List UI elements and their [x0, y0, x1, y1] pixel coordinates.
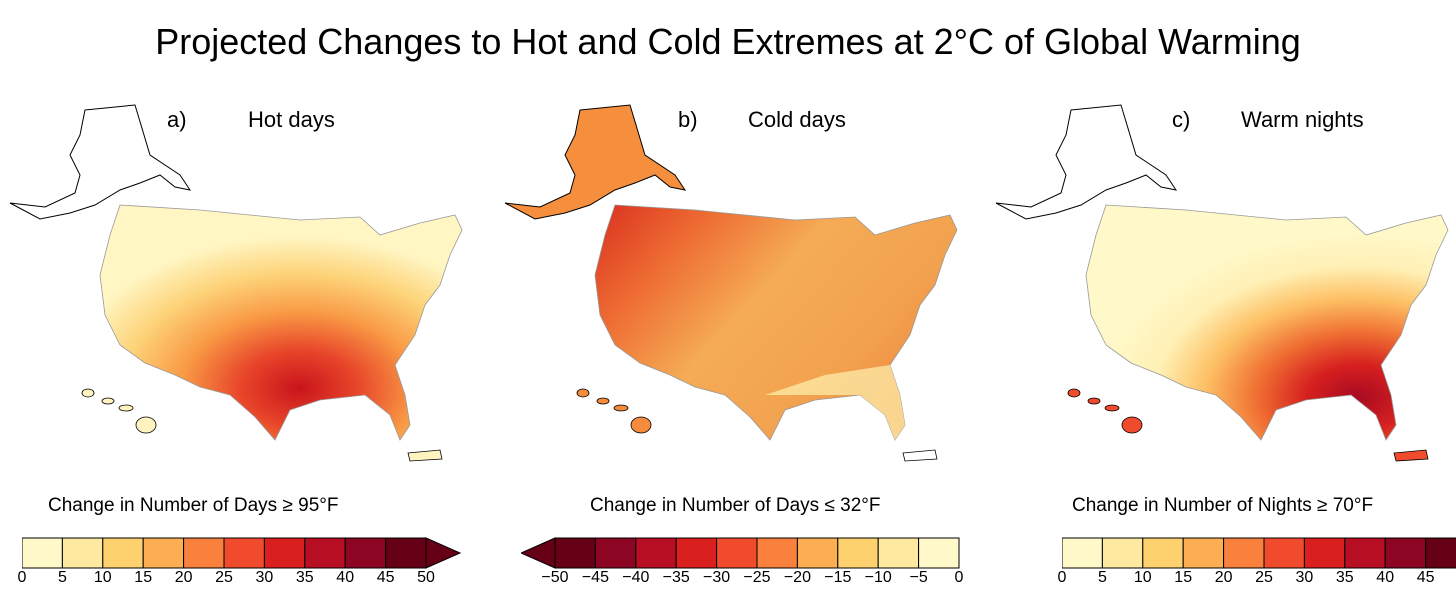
conus-shape: [594, 204, 958, 441]
colorbar-arrow: [425, 537, 462, 569]
colorbar-segment: [918, 537, 960, 569]
conus-shape: [1085, 204, 1449, 441]
colorbar-tick-label: 35: [1335, 569, 1354, 586]
colorbar-tick-label: −25: [743, 569, 771, 586]
colorbar-segment: [1223, 537, 1265, 569]
colorbar-segment: [594, 537, 637, 569]
colorbar-segment: [61, 537, 104, 569]
colorbar-ticks: −50 −45 −40 −35 −30 −25 −20 −15 −10 −5 0: [521, 569, 964, 589]
colorbar-segment: [756, 537, 798, 569]
colorbar-cold-days: [521, 537, 960, 569]
panel-cold-days: b) Cold days Change in Number of Days ≤ …: [495, 95, 975, 595]
colorbar-tick-label: 15: [134, 569, 153, 586]
colorbar-tick-label: 0: [1057, 569, 1067, 586]
colorbar-tick-label: −45: [581, 569, 609, 586]
map-hot-days: [9, 104, 463, 462]
colorbar-segment: [1142, 537, 1184, 569]
map-cold-days: [504, 104, 958, 462]
colorbar-tick-label: 0: [954, 569, 964, 586]
panel-letter: b): [678, 107, 698, 132]
colorbar-segment: [837, 537, 879, 569]
colorbar-tick-label: 0: [17, 569, 27, 586]
puerto-rico-shape: [407, 449, 443, 462]
alaska-shape: [995, 104, 1178, 220]
colorbar-segment: [142, 537, 185, 569]
puerto-rico-shape: [1393, 449, 1429, 462]
colorbar-tick-label: 50: [417, 569, 435, 586]
colorbar-segment: [263, 537, 306, 569]
colorbar-tick-label: 5: [1097, 569, 1107, 586]
colorbar-tick-label: −15: [824, 569, 852, 586]
colorbar-tick-label: 5: [57, 569, 67, 586]
panel-name: Hot days: [248, 107, 335, 132]
colorbar-tick-label: 30: [255, 569, 274, 586]
colorbar-segment: [102, 537, 144, 569]
alaska-shape: [9, 104, 192, 220]
panel-name: Cold days: [748, 107, 846, 132]
colorbar-tick-label: −20: [783, 569, 811, 586]
colorbar-segment: [223, 537, 265, 569]
colorbar-tick-label: −10: [864, 569, 892, 586]
colorbar-segment: [1425, 537, 1456, 569]
colorbar-tick-label: 45: [376, 569, 395, 586]
colorbar-tick-label: 30: [1295, 569, 1314, 586]
colorbar-tick-label: 45: [1416, 569, 1435, 586]
colorbar-tick-label: −40: [622, 569, 650, 586]
colorbar-segment: [344, 537, 387, 569]
colorbar-segment: [716, 537, 758, 569]
colorbar-tick-label: 40: [336, 569, 355, 586]
panel-hot-days: a) Hot days Change in Number of Days ≥ 9…: [0, 95, 480, 595]
colorbar-label: Change in Number of Days ≤ 32°F: [590, 495, 881, 516]
panel-name: Warm nights: [1241, 107, 1364, 132]
hawaii-shape: [81, 388, 157, 434]
colorbar-tick-label: 20: [1214, 569, 1233, 586]
colorbar-tick-label: 15: [1174, 569, 1193, 586]
colorbar-segment: [635, 537, 677, 569]
colorbar-tick-label: 35: [295, 569, 314, 586]
hawaii-shape: [576, 388, 652, 434]
colorbar-tick-label: −50: [541, 569, 569, 586]
puerto-rico-shape: [902, 449, 938, 462]
colorbar-segment: [675, 537, 718, 569]
colorbar-segment: [1344, 537, 1386, 569]
colorbar-segment: [183, 537, 225, 569]
figure-title: Projected Changes to Hot and Cold Extrem…: [155, 21, 1301, 62]
colorbar-tick-label: −30: [703, 569, 731, 586]
colorbar-hot-days: [22, 537, 462, 569]
map-warm-nights: [995, 104, 1449, 462]
colorbar-ticks: 0 5 10 15 20 25 30 35 40 45 50: [18, 569, 462, 589]
colorbar-tick-label: 40: [1376, 569, 1395, 586]
conus-shape: [99, 204, 463, 441]
colorbar-tick-label: 20: [174, 569, 193, 586]
colorbar-segment: [796, 537, 839, 569]
colorbar-segment: [877, 537, 920, 569]
colorbar-segment: [385, 537, 427, 569]
colorbar-segment: [554, 537, 596, 569]
colorbar-segment: [1101, 537, 1144, 569]
panel-letter: a): [167, 107, 187, 132]
colorbar-segment: [1263, 537, 1305, 569]
colorbar-segment: [1303, 537, 1346, 569]
colorbar-segment: [22, 537, 63, 569]
colorbar-label: Change in Number of Nights ≥ 70°F: [1072, 495, 1374, 516]
colorbar-segment: [1384, 537, 1427, 569]
panel-letter: c): [1172, 107, 1191, 132]
colorbar-tick-label: 25: [1255, 569, 1273, 586]
alaska-shape: [504, 104, 687, 220]
colorbar-tick-label: −5: [909, 569, 928, 586]
colorbar-segment: [1062, 537, 1103, 569]
colorbar-label: Change in Number of Days ≥ 95°F: [48, 495, 339, 516]
colorbar-segment: [1182, 537, 1225, 569]
panel-warm-nights: c) Warm nights Change in Number of Night…: [986, 95, 1456, 595]
colorbar-warm-nights: [1062, 537, 1456, 569]
colorbar-arrow: [521, 537, 556, 569]
colorbar-tick-label: −35: [662, 569, 690, 586]
colorbar-tick-label: 25: [215, 569, 233, 586]
colorbar-segment: [304, 537, 346, 569]
hawaii-shape: [1067, 388, 1143, 434]
colorbar-tick-label: 10: [93, 569, 112, 586]
colorbar-tick-label: 10: [1133, 569, 1152, 586]
